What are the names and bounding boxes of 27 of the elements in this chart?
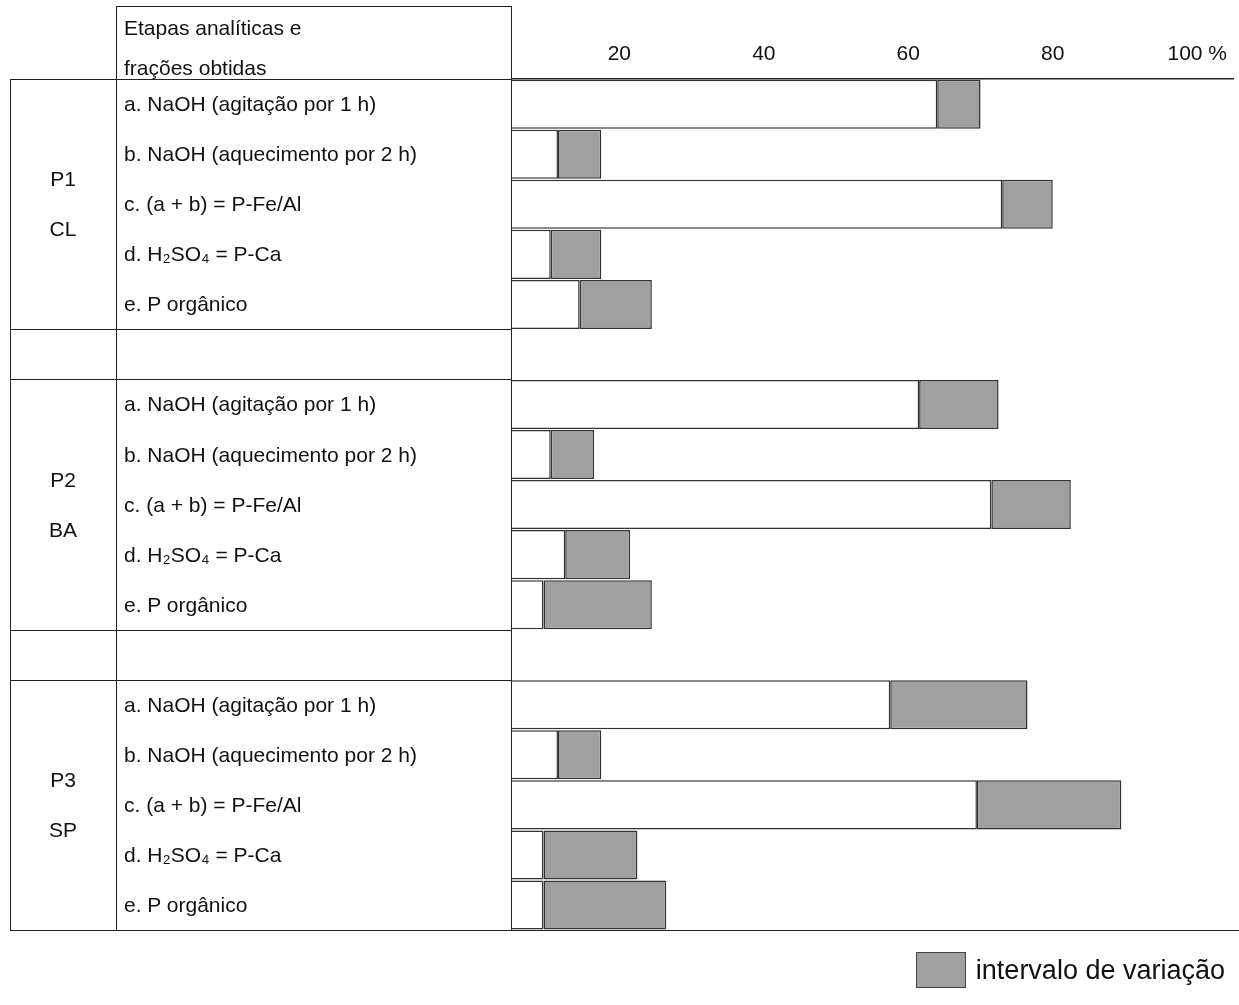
text: P1 [49, 166, 77, 193]
text: P3 [49, 766, 77, 793]
y-tick-label: c. (a + b) = P-Fe/Al [124, 791, 303, 818]
y-tick-label: e. P orgânico [124, 891, 249, 918]
y-tick-label: a. NaOH (agitação por 1 h) [124, 91, 378, 118]
x-tick-label: 40 [752, 41, 776, 65]
x-tick-label: 80 [1041, 41, 1065, 65]
y-tick-label: d. H₂SO₄ = P-Ca [124, 241, 283, 268]
y-tick-label: d. H₂SO₄ = P-Ca [124, 841, 283, 868]
x-tick-label: 100 % [1167, 41, 1227, 65]
x-tick-label: 60 [896, 41, 920, 65]
y-tick-label: b. NaOH (aquecimento por 2 h) [124, 441, 418, 468]
y-tick-label: e. P orgânico [124, 291, 249, 318]
text: P2 [49, 466, 77, 493]
y-tick-label: a. NaOH (agitação por 1 h) [124, 691, 378, 718]
legend-label: intervalo de variação [975, 954, 1225, 986]
y-tick-label: b. NaOH (aquecimento por 2 h) [124, 141, 418, 168]
y-tick-label: c. (a + b) = P-Fe/Al [124, 491, 303, 518]
y-tick-label: d. H₂SO₄ = P-Ca [124, 541, 283, 568]
y-tick-label: b. NaOH (aquecimento por 2 h) [124, 741, 418, 768]
y-tick-label: a. NaOH (agitação por 1 h) [124, 391, 378, 418]
x-tick-label: 20 [607, 41, 632, 65]
text: BA [48, 516, 78, 543]
y-tick-label: c. (a + b) = P-Fe/Al [124, 191, 303, 218]
y-tick-label: e. P orgânico [124, 591, 249, 618]
text: CL [48, 216, 78, 243]
text: SP [48, 816, 78, 843]
